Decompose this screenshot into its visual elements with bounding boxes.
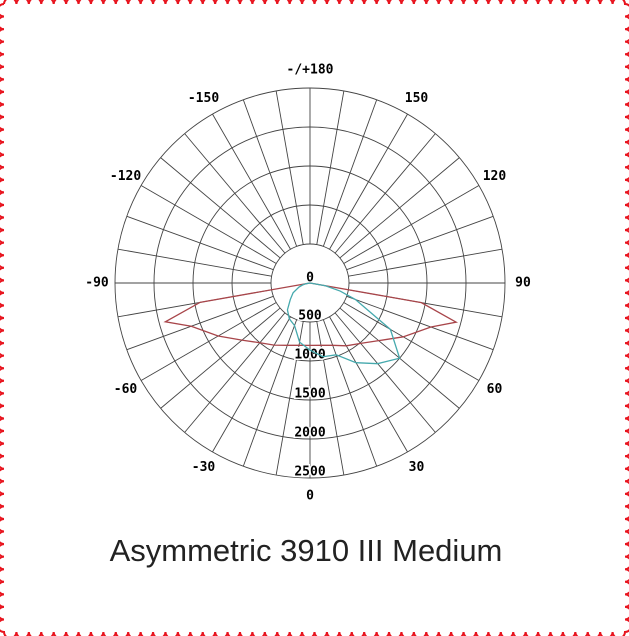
angle-tick-label: 90 bbox=[515, 276, 531, 291]
radial-grid-circle bbox=[270, 243, 350, 323]
intensity-curve bbox=[163, 282, 459, 347]
intensity-curve bbox=[286, 282, 401, 365]
angle-tick-label: -/+180 bbox=[287, 63, 334, 78]
angle-tick-label: -150 bbox=[188, 91, 219, 106]
angle-tick-label: -90 bbox=[85, 276, 109, 291]
radial-grid-circle bbox=[231, 204, 389, 362]
radial-grid-circle bbox=[153, 126, 467, 440]
chart-title: Asymmetric 3910 III Medium bbox=[110, 533, 503, 568]
radial-tick-label: 2000 bbox=[294, 426, 325, 441]
radial-tick-label: 1500 bbox=[294, 387, 325, 402]
radial-tick-label: 500 bbox=[298, 309, 322, 324]
angle-tick-label: -30 bbox=[192, 460, 216, 475]
radial-tick-label: 2500 bbox=[294, 465, 325, 480]
angle-tick-label: 30 bbox=[409, 460, 425, 475]
angle-tick-label: -60 bbox=[114, 382, 138, 397]
radial-tick-label: 0 bbox=[306, 271, 314, 286]
angle-tick-label: 120 bbox=[483, 169, 507, 184]
angle-tick-label: -120 bbox=[110, 169, 141, 184]
angle-tick-label: 0 bbox=[306, 489, 314, 504]
angle-tick-label: 150 bbox=[405, 91, 429, 106]
angle-tick-label: 60 bbox=[487, 382, 503, 397]
radial-grid-circle bbox=[114, 87, 506, 479]
radial-grid-circle bbox=[192, 165, 428, 401]
radial-tick-label: 1000 bbox=[294, 348, 325, 363]
